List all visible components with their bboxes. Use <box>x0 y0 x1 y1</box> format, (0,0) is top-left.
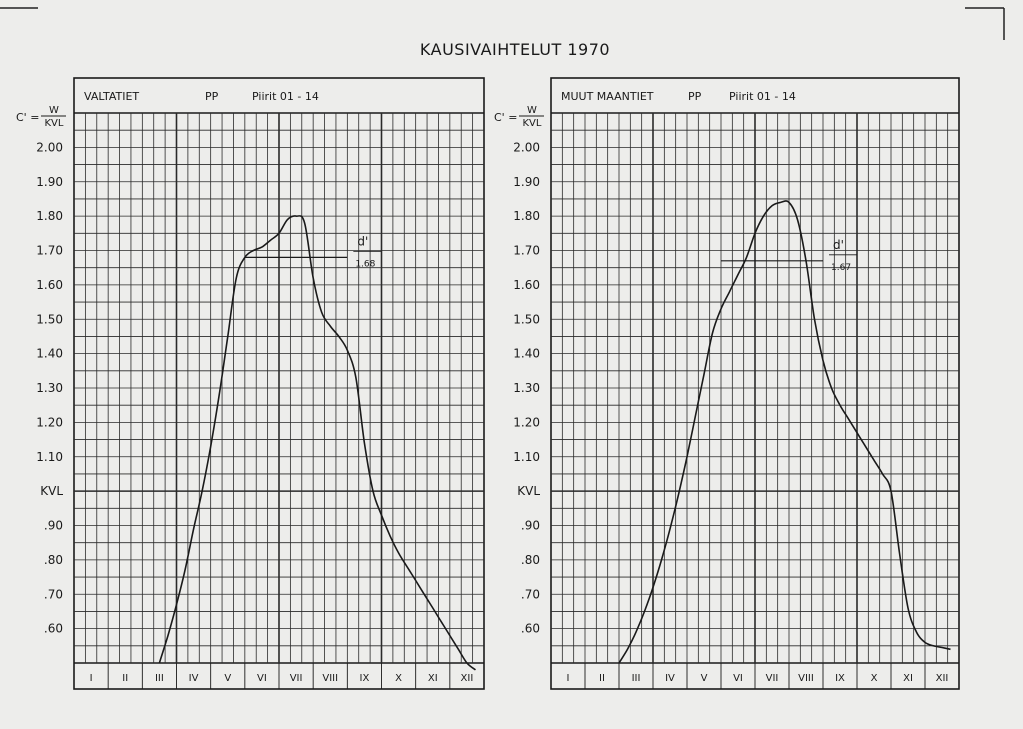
panel-name: VALTATIET <box>84 90 139 103</box>
x-tick-label: V <box>224 673 231 684</box>
y-axis-denominator: KVL <box>523 118 542 129</box>
y-tick-label: 1.90 <box>36 175 63 189</box>
x-tick-label: VII <box>290 673 303 684</box>
x-tick-label: V <box>701 673 708 684</box>
y-tick-label: .70 <box>44 587 63 601</box>
series-line <box>618 200 951 664</box>
x-tick-label: III <box>155 673 164 684</box>
x-tick-label: XI <box>903 673 913 684</box>
y-tick-label: 2.00 <box>36 140 63 154</box>
y-tick-label: 1.20 <box>513 415 540 429</box>
y-tick-label: 1.70 <box>36 244 63 258</box>
y-tick-label: .90 <box>521 519 540 533</box>
y-tick-label: .70 <box>521 587 540 601</box>
y-tick-label: 1.20 <box>36 415 63 429</box>
panel-districts: Piirit 01 - 14 <box>729 90 796 103</box>
x-tick-label: VIII <box>798 673 814 684</box>
y-tick-label: 1.10 <box>513 450 540 464</box>
x-tick-label: IV <box>665 673 675 684</box>
x-tick-label: VI <box>257 673 267 684</box>
y-axis-numerator: W <box>49 105 59 116</box>
x-tick-label: XI <box>428 673 438 684</box>
x-tick-label: IX <box>835 673 845 684</box>
y-axis-prefix: C' = <box>16 111 39 124</box>
y-tick-label: 1.40 <box>36 347 63 361</box>
y-tick-label: 2.00 <box>513 140 540 154</box>
x-tick-label: VII <box>766 673 779 684</box>
y-tick-label: 1.30 <box>513 381 540 395</box>
y-tick-label: .90 <box>44 519 63 533</box>
panel-districts: Piirit 01 - 14 <box>252 90 319 103</box>
series-line <box>158 215 476 671</box>
mean-value-label: 1.67 <box>831 263 851 273</box>
chart-panel-1: VALTATIET PP Piirit 01 - 14 C' = W KVL 2.00 1.9… <box>16 77 485 690</box>
x-tick-label: II <box>122 673 128 684</box>
x-tick-label: X <box>871 673 878 684</box>
mean-label-symbol: d' <box>357 234 368 248</box>
x-tick-label: XII <box>936 673 949 684</box>
y-tick-label: 1.80 <box>513 209 540 223</box>
y-tick-label: 1.70 <box>513 244 540 258</box>
x-tick-label: I <box>90 673 93 684</box>
x-tick-label: XII <box>461 673 474 684</box>
y-tick-label: 1.40 <box>513 347 540 361</box>
x-tick-label: VIII <box>322 673 338 684</box>
y-tick-label: 1.10 <box>36 450 63 464</box>
mean-value-label: 1.68 <box>355 259 375 269</box>
y-tick-label: KVL <box>40 484 63 498</box>
x-tick-label: III <box>632 673 641 684</box>
y-tick-label: .80 <box>44 553 63 567</box>
y-tick-label: .60 <box>44 622 63 636</box>
y-tick-label: 1.50 <box>36 312 63 326</box>
mean-label-symbol: d' <box>833 238 844 252</box>
x-tick-label: VI <box>733 673 743 684</box>
x-tick-label: II <box>599 673 605 684</box>
y-tick-label: .80 <box>521 553 540 567</box>
panel-code: PP <box>205 90 219 103</box>
y-tick-label: .60 <box>521 622 540 636</box>
y-tick-label: 1.90 <box>513 175 540 189</box>
x-tick-label: IX <box>360 673 370 684</box>
y-tick-label: KVL <box>517 484 540 498</box>
y-tick-label: 1.60 <box>513 278 540 292</box>
x-tick-label: I <box>567 673 570 684</box>
y-tick-label: 1.50 <box>513 312 540 326</box>
main-title: KAUSIVAIHTELUT 1970 <box>420 40 610 59</box>
chart-panel-2: MUUT MAANTIET PP Piirit 01 - 14 C' = W KVL 2.0… <box>494 77 960 690</box>
panel-name: MUUT MAANTIET <box>561 90 654 103</box>
x-tick-label: X <box>395 673 402 684</box>
y-tick-label: 1.60 <box>36 278 63 292</box>
panel-code: PP <box>688 90 702 103</box>
y-tick-label: 1.80 <box>36 209 63 223</box>
y-axis-denominator: KVL <box>45 118 64 129</box>
y-tick-label: 1.30 <box>36 381 63 395</box>
y-axis-numerator: W <box>527 105 537 116</box>
y-axis-prefix: C' = <box>494 111 517 124</box>
x-tick-label: IV <box>189 673 199 684</box>
